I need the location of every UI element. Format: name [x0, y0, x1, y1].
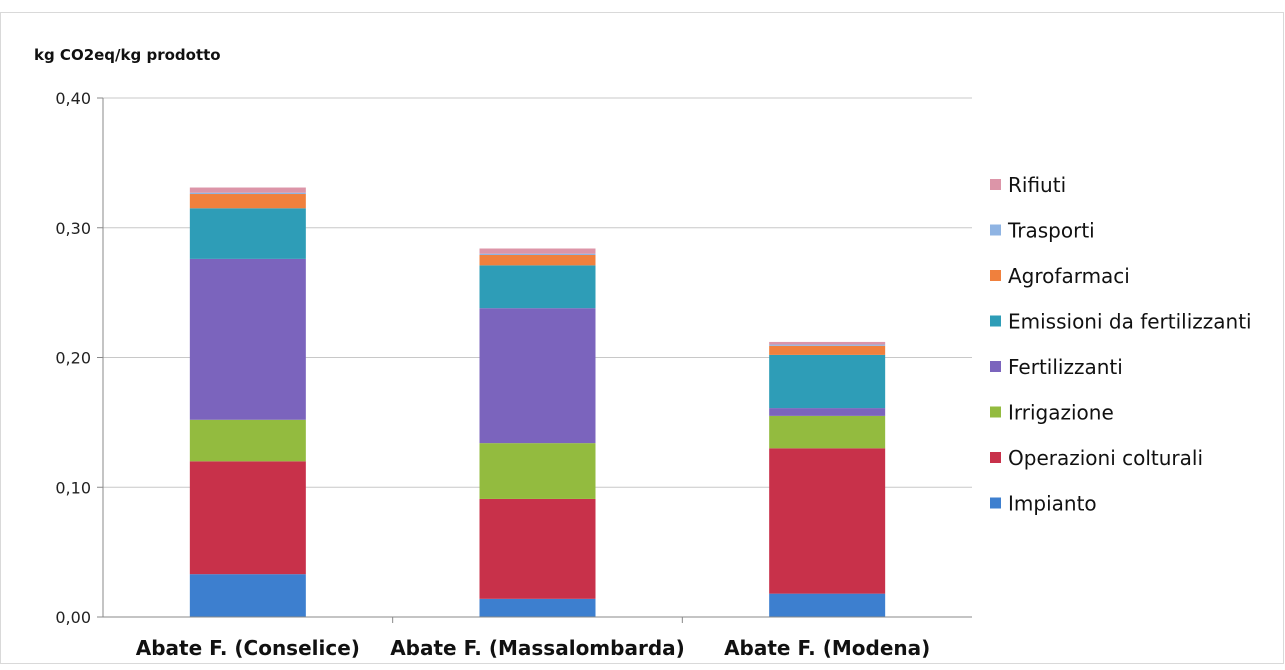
- bar-segment: [769, 354, 886, 409]
- bar-segment: [189, 258, 306, 420]
- bar-segment: [769, 341, 886, 345]
- bar-segment: [189, 461, 306, 575]
- legend-swatch: [990, 270, 1001, 281]
- y-tick-label: 0,20: [55, 349, 91, 368]
- legend-swatch: [990, 315, 1001, 327]
- bar-segment: [189, 419, 306, 462]
- y-tick-label: 0,00: [55, 608, 91, 627]
- bar-segment: [189, 187, 306, 193]
- axes: 0,00 0,10 0,20 0,30 0,40 Abate F. (Conselice)…: [55, 89, 972, 660]
- bar-segment: [769, 344, 886, 346]
- bar-segment: [769, 593, 886, 617]
- y-tick-label: 0,30: [55, 219, 91, 238]
- bar-segment: [479, 308, 596, 444]
- bar-segment: [479, 248, 596, 254]
- x-category-label: Abate F. (Conselice): [136, 636, 360, 660]
- bar-segment: [189, 192, 306, 195]
- legend-label: Rifiuti: [1008, 173, 1066, 197]
- bar-segment: [189, 194, 306, 209]
- bar-segment: [769, 415, 886, 449]
- bar-segment: [769, 345, 886, 355]
- bar-segment: [479, 598, 596, 617]
- legend-swatch: [990, 452, 1001, 463]
- legend-label: Emissioni da fertilizzanti: [1008, 310, 1252, 334]
- bar-segment: [189, 208, 306, 259]
- legend-swatch: [990, 406, 1001, 418]
- y-tick-label: 0,40: [55, 89, 91, 108]
- legend-swatch: [990, 179, 1001, 190]
- legend-swatch: [990, 361, 1001, 372]
- bar-segment: [769, 408, 886, 416]
- bar-segment: [189, 574, 306, 617]
- legend-label: Operazioni colturali: [1008, 446, 1203, 470]
- y-axis-label: kg CO2eq/kg prodotto: [34, 46, 221, 64]
- legend-label: Fertilizzanti: [1008, 355, 1123, 379]
- legend-swatch: [990, 497, 1001, 509]
- legend-label: Trasporti: [1007, 219, 1095, 243]
- legend-swatch: [990, 224, 1001, 236]
- x-category-label: Abate F. (Modena): [724, 636, 930, 660]
- bar-segment: [479, 265, 596, 309]
- bar-segment: [769, 448, 886, 594]
- bars: [189, 187, 886, 617]
- legend: Rifiuti Trasporti Agrofarmaci Emissioni da …: [990, 173, 1252, 516]
- y-tick-label: 0,10: [55, 478, 91, 497]
- bar-segment: [479, 498, 596, 599]
- bar-segment: [479, 253, 596, 255]
- bar-segment: [479, 443, 596, 499]
- x-category-label: Abate F. (Massalombarda): [390, 636, 685, 660]
- bar-segment: [479, 254, 596, 266]
- legend-label: Agrofarmaci: [1008, 264, 1130, 288]
- legend-label: Irrigazione: [1008, 401, 1114, 425]
- legend-label: Impianto: [1008, 492, 1097, 516]
